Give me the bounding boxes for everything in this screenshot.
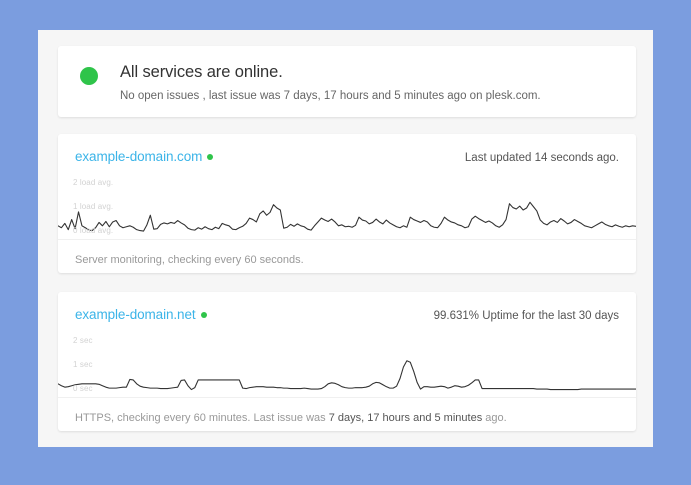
response-time-chart: 2 sec 1 sec 0 sec	[58, 332, 636, 398]
domain-link-example-domain-net[interactable]: example-domain.net	[75, 307, 196, 322]
response-axis-label-2: 2 sec	[73, 336, 93, 345]
monitor-uptime-percentage: 99.631% Uptime for the last 30 days	[433, 310, 619, 322]
monitor-footer-text: Server monitoring, checking every 60 sec…	[75, 254, 304, 266]
monitor-footer-suffix: ago.	[482, 412, 507, 424]
domain-status-online-dot-icon	[200, 312, 207, 318]
monitor-footer-prefix: HTTPS, checking every 60 minutes. Last i…	[75, 412, 329, 424]
monitor-last-updated: Last updated 14 seconds ago.	[464, 152, 619, 164]
monitor-domain-group: example-domain.net	[75, 306, 207, 324]
monitor-card-footer: Server monitoring, checking every 60 sec…	[58, 239, 636, 273]
monitor-card-header: example-domain.com Last updated 14 secon…	[58, 134, 636, 166]
monitor-card-header: example-domain.net 99.631% Uptime for th…	[58, 292, 636, 324]
load-axis-label-0: 0 load avg.	[73, 226, 114, 235]
status-online-dot-icon	[80, 67, 98, 85]
monitor-card-example-domain-com: example-domain.com Last updated 14 secon…	[58, 134, 636, 273]
overall-status-subtitle: No open issues , last issue was 7 days, …	[120, 90, 541, 102]
monitor-card-footer: HTTPS, checking every 60 minutes. Last i…	[58, 397, 636, 431]
response-axis-label-1: 1 sec	[73, 360, 93, 369]
load-axis-label-1: 1 load avg.	[73, 202, 114, 211]
monitor-domain-group: example-domain.com	[75, 148, 214, 166]
overall-status-text: All services are online. No open issues …	[120, 62, 541, 104]
response-time-chart-svg	[58, 360, 636, 391]
load-average-chart-svg	[58, 201, 636, 232]
load-average-chart: 2 load avg. 1 load avg. 0 load avg.	[58, 174, 636, 240]
response-axis-label-0: 0 sec	[73, 384, 93, 393]
domain-status-online-dot-icon	[207, 154, 214, 160]
dashboard-page: All services are online. No open issues …	[38, 30, 653, 447]
domain-link-example-domain-com[interactable]: example-domain.com	[75, 149, 203, 164]
monitor-footer-last-issue: 7 days, 17 hours and 5 minutes	[328, 412, 483, 424]
overall-status-card: All services are online. No open issues …	[58, 46, 636, 117]
load-axis-label-2: 2 load avg.	[73, 178, 114, 187]
overall-status-title: All services are online.	[120, 63, 283, 81]
monitor-card-example-domain-net: example-domain.net 99.631% Uptime for th…	[58, 292, 636, 431]
